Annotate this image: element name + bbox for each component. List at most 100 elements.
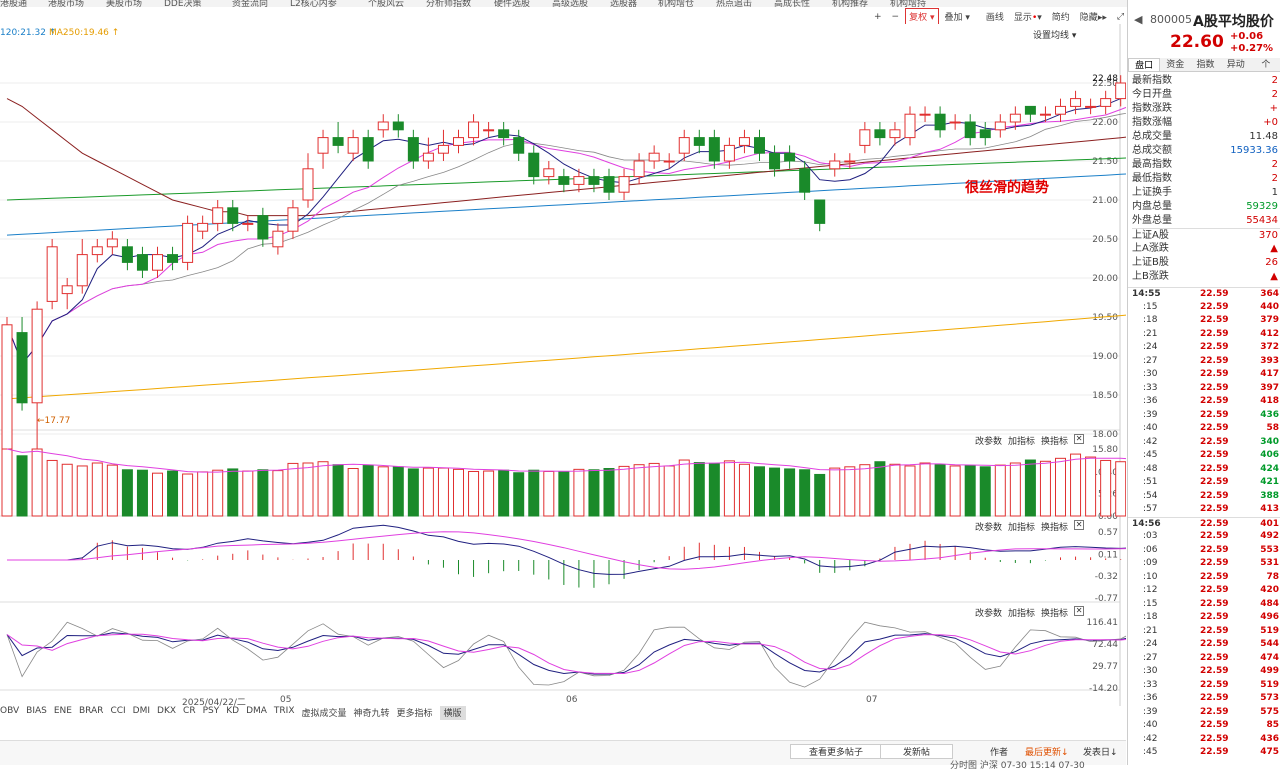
indicator-tab[interactable]: 神奇九转	[353, 709, 390, 719]
set-ma-label: 设置均线	[1033, 31, 1070, 41]
quote-row: 总成交额 15933.36	[1132, 144, 1280, 158]
switch-indicator-button[interactable]: 换指标	[1041, 609, 1069, 619]
tick-volume: 440	[1260, 301, 1279, 312]
candle-body	[934, 113, 946, 131]
tick-volume: 531	[1260, 558, 1279, 568]
diejia-button[interactable]: 叠加 ▾	[944, 13, 970, 23]
candle-body	[272, 230, 284, 248]
menu-item[interactable]: 个股风云	[368, 0, 405, 7]
hide-button[interactable]: 隐藏▸▸	[1076, 8, 1111, 25]
ma30-line	[6, 98, 1126, 217]
back-arrow-icon[interactable]: ◀	[1134, 13, 1143, 26]
tick-row: :24 22.59 372	[1128, 341, 1280, 355]
more-posts-button[interactable]: 查看更多帖子	[790, 744, 883, 759]
quote-label: 上证B股	[1132, 257, 1169, 268]
switch-indicator-button[interactable]: 换指标	[1041, 437, 1069, 447]
menu-item[interactable]: 美股市场	[106, 0, 143, 7]
new-post-button[interactable]: 发新帖	[880, 744, 954, 759]
indicator-tab[interactable]: BRAR	[78, 706, 104, 716]
indicator-tab[interactable]: PSY	[202, 706, 220, 716]
indicator-tab[interactable]: DMA	[246, 706, 267, 716]
indicator-tab[interactable]: BIAS	[26, 706, 47, 716]
menu-item[interactable]: L2核心内参	[290, 0, 337, 7]
indicator-tab[interactable]: ENE	[53, 706, 72, 716]
tick-volume: 401	[1260, 518, 1279, 529]
zoom-in-button[interactable]: +	[874, 11, 882, 22]
menu-item[interactable]: 硬件选股	[494, 0, 531, 7]
draw-line-button[interactable]: 画线	[985, 13, 1004, 23]
indicator-tab[interactable]: KD	[226, 706, 240, 716]
menu-item[interactable]: 高成长性	[774, 0, 811, 7]
tick-time: :51	[1143, 477, 1158, 487]
indicator-tab[interactable]: DMI	[132, 706, 151, 716]
date-label: 07	[866, 695, 878, 705]
menu-item[interactable]: 热点追击	[716, 0, 753, 7]
panel-tab[interactable]: 资金	[1166, 60, 1185, 70]
menu-item[interactable]: 港股市场	[48, 0, 85, 7]
volume-bar	[136, 469, 148, 517]
kline-chart[interactable]: 22.50 22.00 21.50 21.00 20.50 20.00 19.50 19.00…	[0, 0, 1126, 740]
panel-tab[interactable]: 个	[1261, 60, 1271, 70]
panel-tab[interactable]: 指数	[1196, 60, 1215, 70]
tick-price: 22.59	[1200, 706, 1229, 717]
add-indicator-button[interactable]: 加指标	[1008, 609, 1036, 619]
tick-row: :42 22.59 436	[1128, 733, 1280, 747]
candle-body	[182, 222, 194, 263]
indicator-tab[interactable]: CCI	[110, 706, 126, 716]
set-ma-button[interactable]: 设置均线 ▾	[1033, 31, 1077, 41]
display-button[interactable]: 显示•▾	[1013, 13, 1042, 23]
tick-row: :15 22.59 440	[1128, 301, 1280, 315]
change-params-button[interactable]: 改参数	[975, 437, 1003, 447]
simple-button[interactable]: 简约	[1051, 13, 1070, 23]
macd-indicator-controls: 改参数 加指标 换指标 ✕	[975, 520, 1085, 533]
candle-body	[1055, 105, 1066, 115]
menu-item[interactable]: 选股器	[610, 0, 638, 7]
close-icon[interactable]: ✕	[1074, 520, 1085, 530]
indicator-tab[interactable]: 虚拟成交量	[301, 709, 347, 719]
close-icon[interactable]: ✕	[1074, 606, 1085, 616]
indicator-tab[interactable]: TRIX	[273, 706, 295, 716]
menu-item[interactable]: DDE决策	[164, 0, 202, 7]
change-params-button[interactable]: 改参数	[975, 523, 1003, 533]
author-column[interactable]: 作者	[990, 748, 1009, 758]
tick-time: :30	[1143, 666, 1158, 676]
menu-item[interactable]: 高级选股	[552, 0, 589, 7]
menu-item[interactable]: 机构增持	[890, 0, 927, 7]
stock-code: 800005	[1150, 13, 1192, 26]
panel-tab[interactable]: 盘口	[1128, 58, 1161, 71]
menu-item[interactable]: 机构推荐	[832, 0, 869, 7]
volume-bar	[889, 463, 901, 517]
change-params-button[interactable]: 改参数	[975, 609, 1003, 619]
zoom-out-button[interactable]: −	[891, 11, 900, 22]
indicator-tab[interactable]: OBV	[0, 706, 20, 716]
close-icon[interactable]: ✕	[1074, 434, 1085, 444]
price-tick-label: 20.00	[1092, 274, 1118, 284]
post-date-column[interactable]: 发表日↓	[1083, 748, 1118, 758]
tick-price: 22.59	[1200, 585, 1229, 595]
candle-body	[61, 285, 73, 295]
menu-item[interactable]: 资金流向	[232, 0, 269, 7]
menu-item[interactable]: 分析师指数	[426, 0, 472, 7]
indicator-tab[interactable]: CR	[183, 706, 196, 716]
tick-price: 22.59	[1200, 396, 1229, 406]
tick-time: :24	[1143, 639, 1158, 649]
add-indicator-button[interactable]: 加指标	[1008, 523, 1036, 533]
indicator-tab[interactable]: 横版	[439, 706, 466, 720]
tick-volume: 575	[1260, 706, 1279, 717]
expand-icon[interactable]: ⤢	[1116, 11, 1125, 22]
menu-item[interactable]: 机构增仓	[658, 0, 695, 7]
volume-bar	[453, 468, 464, 517]
kdj-tick-label: 29.77	[1092, 662, 1118, 672]
last-update-column[interactable]: 最后更新↓	[1025, 748, 1069, 758]
add-indicator-button[interactable]: 加指标	[1008, 437, 1036, 447]
indicator-tab[interactable]: 更多指标	[396, 709, 433, 719]
switch-indicator-button[interactable]: 换指标	[1041, 523, 1069, 533]
panel-tab[interactable]: 异动	[1226, 60, 1245, 70]
ma250-line	[6, 314, 1126, 400]
candle-body	[227, 207, 239, 224]
stock-name: A股平均股价	[1193, 14, 1274, 30]
menu-item[interactable]: 港股通	[0, 0, 28, 7]
candle-body	[136, 254, 148, 271]
quote-label: 最高指数	[1132, 159, 1172, 170]
indicator-tab[interactable]: DKX	[157, 706, 177, 716]
